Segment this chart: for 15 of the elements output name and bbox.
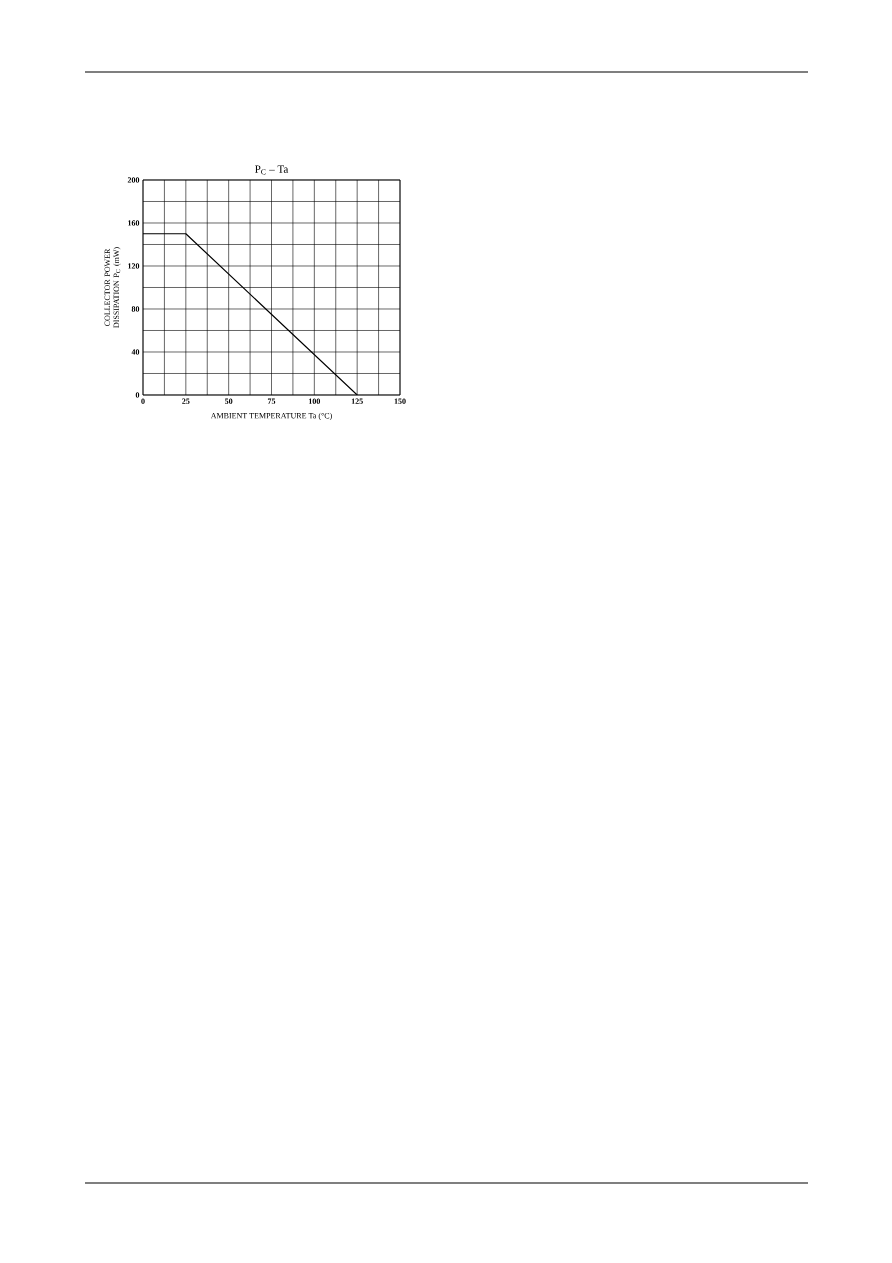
y-tick-label: 80: [131, 306, 140, 312]
y-tick-label: 40: [131, 349, 140, 355]
x-tick-label: 0: [141, 398, 145, 404]
x-axis-title: AMBIENT TEMPERATURE Ta (°C): [210, 412, 332, 421]
y-tick-label: 160: [128, 220, 140, 226]
x-tick-label: 150: [394, 398, 406, 404]
x-tick-label: 25: [182, 398, 190, 404]
y-tick-label: 200: [127, 177, 140, 183]
chart-title: P$_{C}$ – Ta: [255, 165, 289, 175]
x-tick-label: 100: [308, 398, 321, 404]
x-tick-label: 75: [267, 398, 276, 404]
x-tick-label: 50: [224, 398, 233, 404]
y-tick-label: 120: [128, 263, 140, 269]
x-tick-label: 125: [351, 398, 363, 404]
y-tick-label: 0: [135, 392, 140, 398]
